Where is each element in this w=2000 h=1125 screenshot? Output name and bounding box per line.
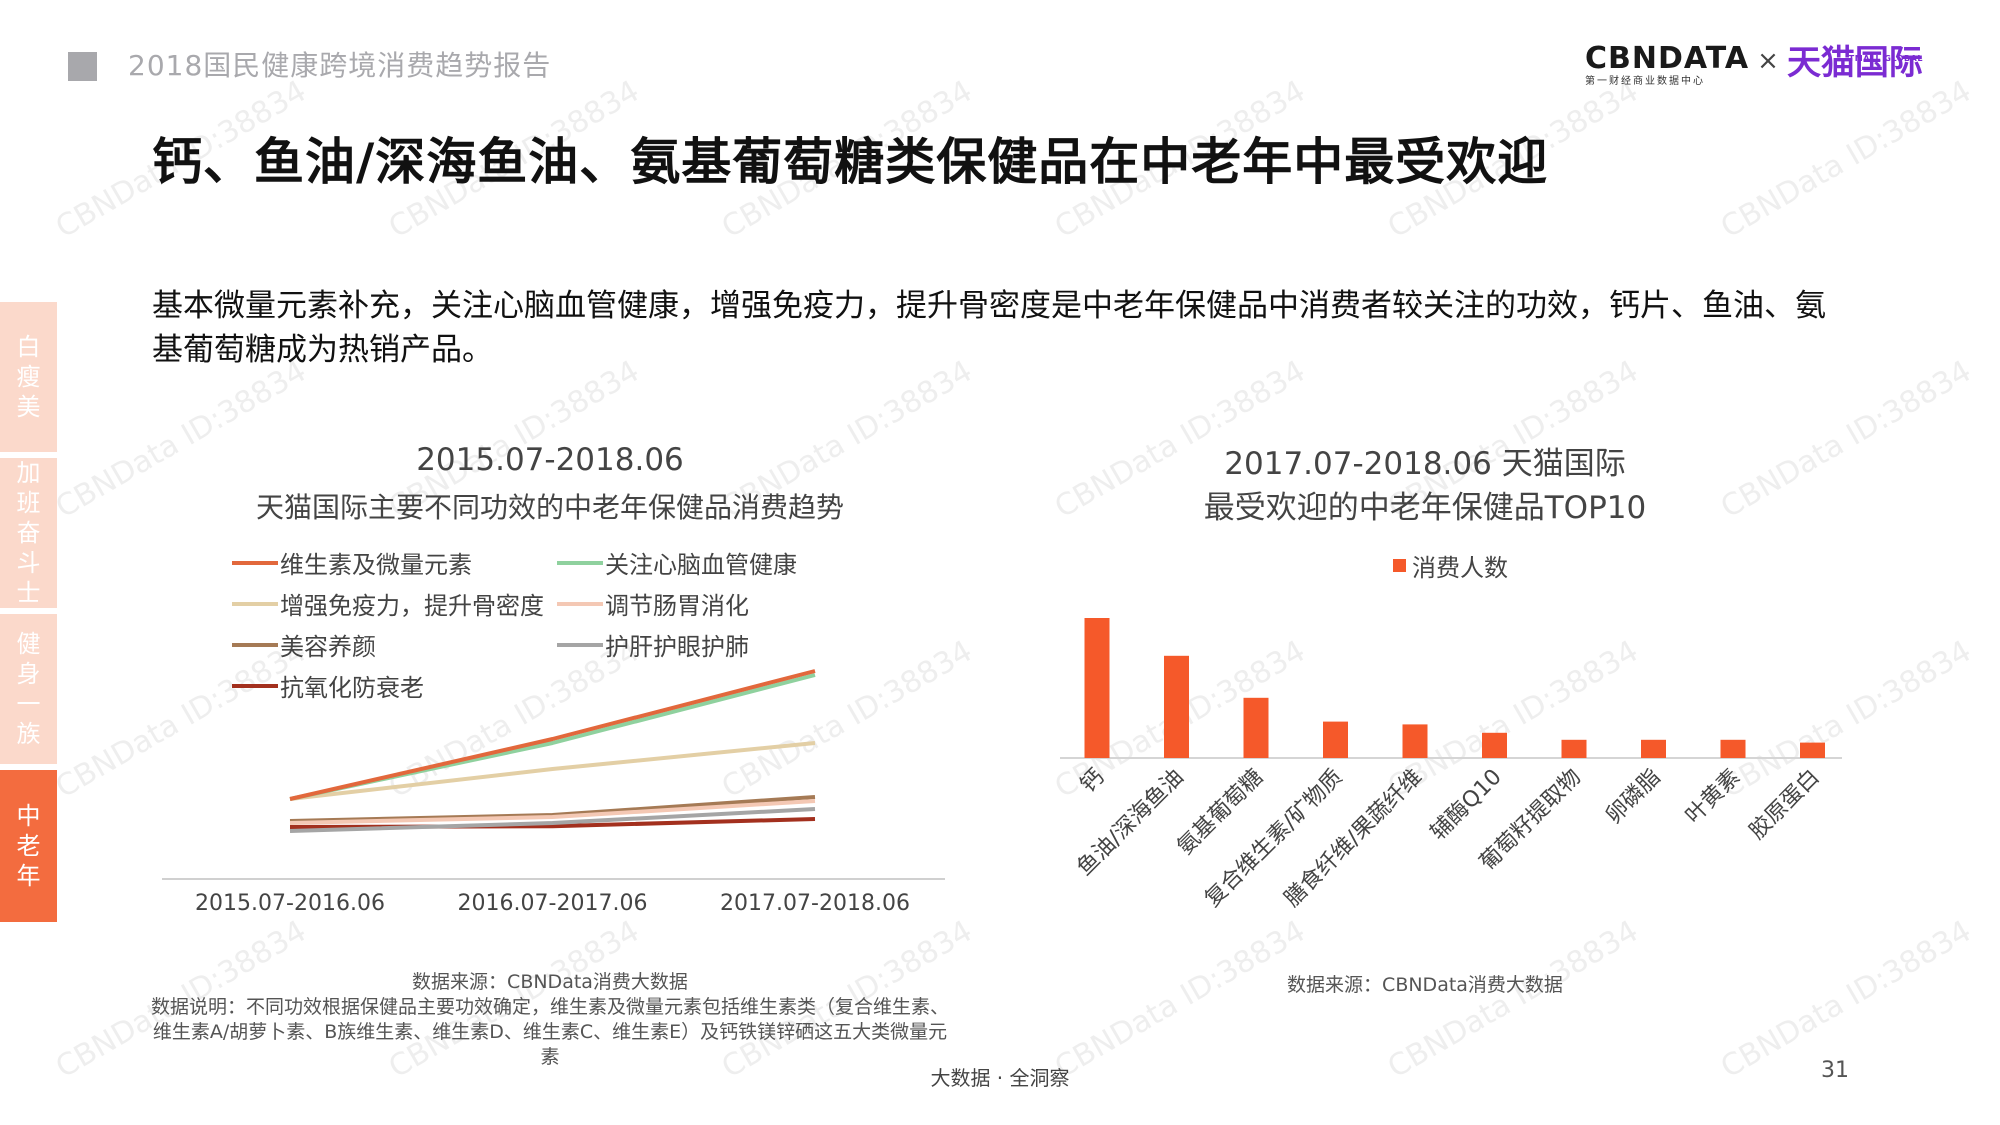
legend-label: 调节肠胃消化 [605,592,749,620]
legend-item: 抗氧化防衰老 [232,668,424,703]
legend-item: 调节肠胃消化 [557,586,749,621]
bar [1641,739,1666,758]
brand-logo: CBNDATA 第一财经商业数据中心 × 天猫国际 TMALL GLOBAL [1585,42,1923,90]
legend-label: 消费人数 [1412,554,1508,582]
side-tab-baishoumei[interactable]: 白瘦美 [0,302,57,452]
line-chart-legend: 维生素及微量元素 关注心脑血管健康 增强免疫力，提升骨密度 调节肠胃消化 美容养… [232,545,892,715]
legend-swatch [557,642,603,647]
x-tick-label: 2015.07-2016.06 [195,891,385,916]
legend-swatch [232,601,278,606]
bar-chart-title-period: 2017.07-2018.06 天猫国际 [1224,446,1626,482]
side-tab-label: 健身一族 [17,629,41,749]
tmall-global-logo-text: 天猫国际 [1786,43,1923,83]
side-tab-label: 加班奋斗士 [17,458,41,608]
logo-separator: × [1757,46,1779,76]
intro-paragraph: 基本微量元素补充，关注心脑血管健康，增强免疫力，提升骨密度是中老年保健品中消费者… [152,288,1826,368]
legend-label: 抗氧化防衰老 [280,674,424,702]
side-tab-char: 奋 [16,519,41,547]
tmall-global-logo: 天猫国际 TMALL GLOBAL [1787,44,1923,82]
series-line [289,741,816,801]
legend-swatch [557,601,603,606]
side-tab-char: 加 [16,459,41,487]
bar [1164,655,1189,758]
legend-swatch [232,560,278,565]
x-tick-label: 胶原蛋白 [1745,765,1825,845]
bar-chart-legend: 消费人数 [1393,548,1508,583]
line-chart-title-period: 2015.07-2018.06 [416,442,684,478]
side-tab-char: 美 [16,393,41,421]
bar [1561,739,1587,758]
bar [1402,724,1428,758]
legend-label: 关注心脑血管健康 [605,551,797,579]
legend-label: 增强免疫力，提升骨密度 [280,592,544,620]
x-tick-label: 钙 [1076,765,1109,798]
cbndata-logo: CBNDATA 第一财经商业数据中心 [1585,42,1749,88]
legend-label: 维生素及微量元素 [280,551,472,579]
line-chart-title: 天猫国际主要不同功效的中老年保健品消费趋势 [255,491,844,524]
bar [1084,618,1110,758]
side-tab-zhonglaonian[interactable]: 中老年 [0,770,57,922]
tmall-global-logo-subtext: TMALL GLOBAL [1848,54,1923,63]
bar [1800,742,1825,758]
legend-item: 增强免疫力，提升骨密度 [232,586,544,621]
legend-swatch [557,560,603,565]
x-tick-label: 叶黄素 [1681,765,1745,829]
side-tab-char: 族 [16,720,41,748]
bar-chart-source: 数据来源：CBNData消费大数据 [1287,974,1563,996]
side-tab-char: 一 [16,690,41,718]
legend-swatch [1393,559,1406,572]
bar [1323,721,1348,758]
side-tab-char: 老 [16,832,41,860]
side-tab-char: 中 [16,802,41,830]
side-tab-char: 健 [16,630,41,658]
legend-swatch [232,683,278,688]
legend-item: 关注心脑血管健康 [557,545,797,580]
series-line [289,669,816,801]
x-tick-label: 复合维生素/矿物质 [1200,765,1347,912]
side-tab-char: 瘦 [16,363,41,391]
header-square-icon [68,52,97,81]
bar-chart-title: 最受欢迎的中老年保健品TOP10 [1203,490,1647,526]
side-tab-char: 年 [16,862,41,890]
legend-item: 护肝护眼护肺 [557,627,749,662]
line-chart-source: 数据来源：CBNData消费大数据 [412,971,688,993]
side-tab-label: 中老年 [17,801,41,891]
bar [1482,732,1507,758]
series-line [289,807,816,833]
side-tab-jianshen[interactable]: 健身一族 [0,614,57,764]
legend-item: 美容养颜 [232,627,376,662]
side-tab-char: 斗 [16,549,41,577]
page-title: 钙、鱼油/深海鱼油、氨基葡萄糖类保健品在中老年中最受欢迎 [152,133,1549,191]
report-title: 2018国民健康跨境消费趋势报告 [128,49,552,82]
line-chart-note: 数据说明：不同功效根据保健品主要功效确定，维生素及微量元素包括维生素类（复合维生… [150,996,949,1068]
side-tab-char: 白 [16,333,41,361]
side-tab-char: 班 [16,489,41,517]
page-number: 31 [1821,1058,1849,1083]
legend-label: 美容养颜 [280,633,376,661]
side-tab-char: 身 [16,660,41,688]
series-line [289,799,816,825]
cbndata-logo-text: CBNDATA [1585,41,1750,76]
side-tab-label: 白瘦美 [17,332,41,422]
cbndata-logo-subtext: 第一财经商业数据中心 [1585,76,1705,87]
footer-slogan: 大数据 · 全洞察 [930,1066,1070,1090]
x-tick-label: 2017.07-2018.06 [720,891,910,916]
legend-swatch [232,642,278,647]
bar [1720,739,1746,758]
x-tick-label: 辅酶Q10 [1426,765,1507,846]
side-tab-jiaban[interactable]: 加班奋斗士 [0,458,57,608]
bar [1243,697,1269,758]
side-tab-char: 士 [16,579,41,607]
x-tick-label: 膳食纤维/果蔬纤维 [1280,765,1427,912]
legend-label: 护肝护眼护肺 [605,633,749,661]
x-tick-label: 2016.07-2017.06 [458,891,648,916]
x-tick-label: 卵磷脂 [1601,765,1665,829]
legend-item: 维生素及微量元素 [232,545,472,580]
